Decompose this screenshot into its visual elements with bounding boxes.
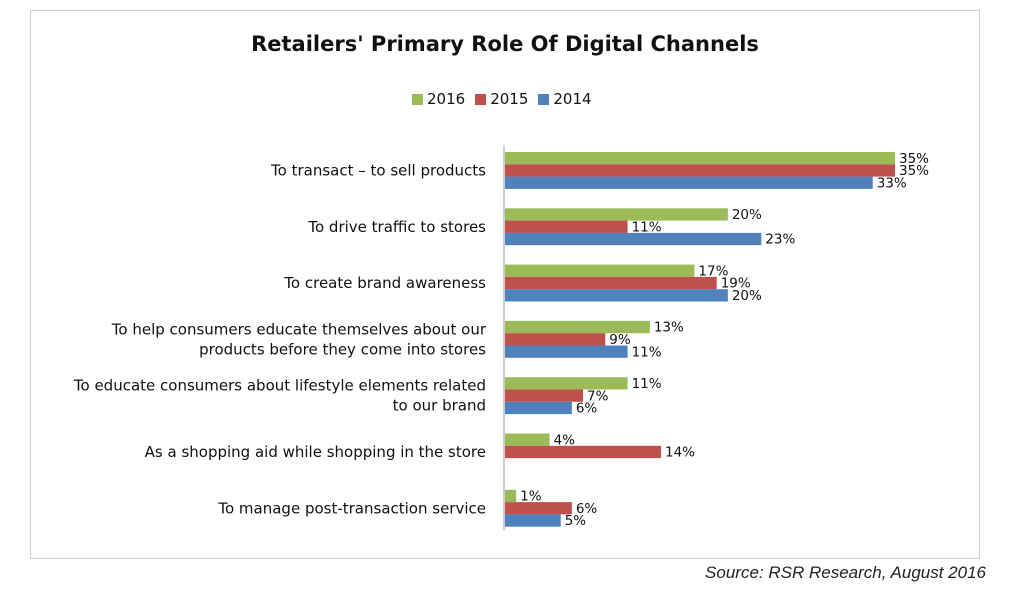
data-label-2015: 11%: [632, 219, 662, 235]
bar-2014: [505, 514, 561, 527]
data-label-2016: 1%: [520, 489, 542, 505]
bar-2015: [505, 502, 572, 515]
data-label-2014: 23%: [765, 232, 795, 248]
chart-legend: 2016 2015 2014: [412, 89, 592, 109]
category-label: As a shopping aid while shopping in the …: [145, 443, 486, 461]
bar-2014: [505, 232, 762, 246]
data-label-2016: 20%: [732, 207, 762, 223]
category-label: To manage post-transaction service: [217, 499, 486, 517]
bar-2016: [505, 489, 517, 503]
legend-swatch-2014: [538, 93, 550, 105]
category-label-line: To drive traffic to stores: [307, 218, 486, 236]
data-label-2015: 7%: [587, 388, 609, 404]
category-label-line: As a shopping aid while shopping in the …: [145, 443, 486, 461]
legend-item-2014: 2014: [538, 90, 592, 108]
data-label-2014: 5%: [565, 513, 587, 529]
category-label-line: to our brand: [393, 397, 486, 415]
bar-2014: [505, 289, 728, 302]
data-label-2015: 35%: [899, 163, 929, 179]
bar-2014: [505, 401, 572, 415]
bar-2016: [505, 433, 550, 446]
chart-title: Retailers' Primary Role Of Digital Chann…: [251, 32, 759, 56]
bar-2014: [505, 345, 628, 358]
data-label-2016: 13%: [654, 320, 684, 336]
data-label-2015: 19%: [721, 276, 751, 292]
data-label-2014: 33%: [877, 175, 907, 191]
data-label-2015: 6%: [576, 501, 598, 517]
category-label-line: To help consumers educate themselves abo…: [111, 320, 487, 338]
category-label: To create brand awareness: [283, 274, 486, 292]
legend-label-2015: 2015: [490, 90, 529, 108]
bar-2014: [505, 176, 873, 189]
data-label-2016: 17%: [698, 263, 728, 279]
data-label-2015: 14%: [665, 445, 695, 461]
category-label-line: To educate consumers about lifestyle ele…: [73, 377, 486, 395]
category-label: To educate consumers about lifestyle ele…: [73, 377, 486, 415]
data-label-2014: 20%: [732, 288, 762, 304]
data-label-2016: 11%: [632, 376, 662, 392]
category-label-line: products before they come into stores: [199, 340, 486, 358]
category-label-line: To create brand awareness: [283, 274, 486, 292]
legend-label-2016: 2016: [427, 90, 466, 108]
legend-swatch-2015: [475, 93, 487, 105]
bar-2015: [505, 333, 606, 346]
bar-2015: [505, 445, 661, 459]
bar-2015: [505, 220, 628, 233]
bar-2016: [505, 377, 628, 390]
legend-item-2015: 2015: [475, 90, 528, 108]
data-label-2014: 6%: [576, 401, 598, 417]
category-label: To transact – to sell products: [270, 161, 486, 179]
category-label-line: To transact – to sell products: [270, 161, 486, 179]
bar-2015: [505, 276, 717, 290]
bar-2015: [505, 164, 895, 177]
category-label-line: To manage post-transaction service: [217, 499, 486, 517]
data-label-2016: 35%: [899, 151, 929, 167]
bar-2016: [505, 320, 650, 334]
legend-item-2016: 2016: [412, 90, 465, 108]
legend-swatch-2016: [412, 93, 423, 105]
bar-2016: [505, 264, 695, 277]
data-label-2016: 4%: [554, 432, 576, 448]
source-note: Source: RSR Research, August 2016: [705, 563, 986, 582]
bar-2016: [505, 208, 728, 221]
category-label: To drive traffic to stores: [307, 218, 486, 236]
bar-2015: [505, 389, 583, 402]
data-label-2015: 9%: [609, 332, 631, 348]
legend-label-2014: 2014: [553, 90, 592, 108]
bar-2016: [505, 152, 895, 165]
data-label-2014: 11%: [632, 344, 662, 360]
category-label: To help consumers educate themselves abo…: [111, 320, 487, 358]
